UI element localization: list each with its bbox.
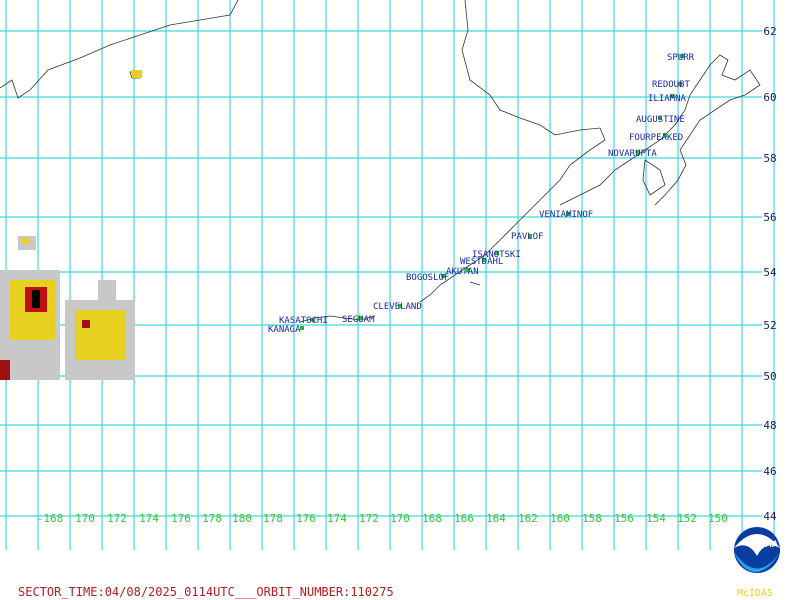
logo-bird [734, 534, 780, 556]
longitude-label: 158 [582, 512, 602, 525]
longitude-label: 152 [677, 512, 697, 525]
latitude-label: 50 [763, 370, 776, 383]
volcano-marker [398, 304, 402, 308]
longitude-label: 178 [202, 512, 222, 525]
logo-caption: McIDAS [737, 588, 773, 599]
volcano-marker [466, 268, 470, 272]
volcano-label: BOGOSLOF [406, 273, 449, 283]
latitude-label: 58 [763, 152, 776, 165]
volcano-marker [680, 54, 684, 58]
volcano-marker [441, 274, 445, 278]
longitude-label: 174 [139, 512, 159, 525]
graticule [0, 0, 775, 550]
volcano-label: CLEVELAND [373, 302, 422, 312]
volcano-label: NOVARUPTA [608, 149, 657, 159]
longitude-label: 150 [708, 512, 728, 525]
longitude-label: 178 [263, 512, 283, 525]
longitude-label: 176 [171, 512, 191, 525]
cloud [22, 238, 30, 244]
cloud [32, 290, 40, 308]
volcano-label: PAVLOF [511, 232, 544, 242]
volcano-label: KANAGA [268, 325, 301, 335]
volcano-marker [670, 94, 674, 98]
volcano-marker [678, 82, 682, 86]
volcano-label: WESTDAHL [460, 257, 503, 267]
volcano-marker [358, 316, 362, 320]
volcano-marker [495, 251, 499, 255]
longitude-label: 156 [614, 512, 634, 525]
volcano-marker [636, 150, 640, 154]
cloud [82, 320, 90, 328]
longitude-label: 170 [390, 512, 410, 525]
volcano-label: VENIAMINOF [539, 210, 593, 220]
cloud [98, 280, 116, 300]
logo-wave [734, 552, 780, 572]
latitude-label: 44 [763, 510, 777, 523]
volcano-label: ISANOTSKI [472, 250, 521, 260]
longitude-label: 174 [327, 512, 347, 525]
noaa-logo: NOAA McIDAS [734, 527, 780, 599]
latitude-label: 60 [763, 91, 776, 104]
latitude-label: 54 [763, 266, 777, 279]
volcano-label: FOURPEAKED [629, 133, 683, 143]
volcano-label: SPURR [667, 53, 695, 63]
longitude-label: 154 [646, 512, 666, 525]
volcano-marker [663, 133, 667, 137]
volcano-marker [300, 326, 304, 330]
longitude-label: 180 [232, 512, 252, 525]
volcano-marker [311, 318, 315, 322]
volcano-marker [528, 234, 532, 238]
satellite-imagery [0, 70, 142, 380]
latitude-label: 52 [763, 319, 776, 332]
longitude-label: 160 [550, 512, 570, 525]
volcano-label: AUGUSTINE [636, 115, 685, 125]
longitude-label: 170 [75, 512, 95, 525]
coastline [559, 54, 761, 206]
latitude-label: 46 [763, 465, 776, 478]
volcano-marker [658, 116, 662, 120]
volcano-label: SEGUAM [342, 315, 375, 325]
cloud [132, 70, 142, 78]
coastline [0, 0, 239, 99]
longitude-label: 166 [454, 512, 474, 525]
coastline [642, 159, 666, 196]
latitude-label: 48 [763, 419, 776, 432]
volcano-label: REDOUBT [652, 80, 691, 90]
cloud [0, 360, 10, 380]
latitude-label: 56 [763, 211, 776, 224]
volcano-label: AKUTAN [446, 267, 479, 277]
longitude-label: 168 [422, 512, 442, 525]
footer: SECTOR_TIME:04/08/2025_0114UTC___ORBIT_N… [18, 585, 394, 599]
volcano-marker [566, 212, 570, 216]
cloud [75, 310, 125, 360]
logo-text: NOAA [752, 539, 779, 549]
longitude-label: 172 [107, 512, 127, 525]
volcano-label: ILIAMNA [648, 94, 687, 104]
longitude-label: 162 [518, 512, 538, 525]
longitude-label: 172 [359, 512, 379, 525]
latitude-label: 62 [763, 25, 776, 38]
longitude-label: -168 [37, 512, 64, 525]
volcano-label: KASATOCHI [279, 316, 328, 326]
labels: 62 60 58 56 54 52 50 48 46 44 -168 170 172 174 176 178 1… [37, 25, 777, 525]
longitude-label: 164 [486, 512, 506, 525]
volcano-marker [482, 258, 486, 262]
coastline [419, 0, 606, 303]
longitude-label: 176 [296, 512, 316, 525]
